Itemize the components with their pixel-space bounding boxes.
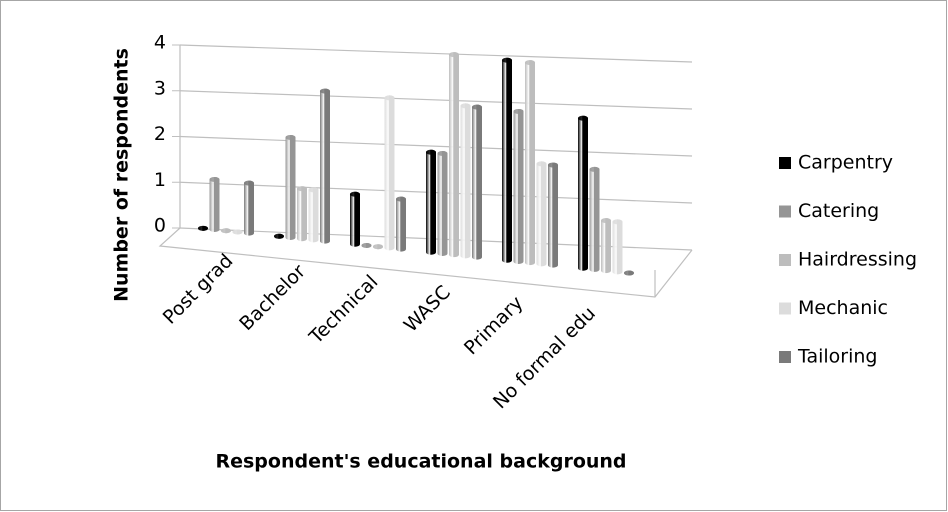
bar-top	[536, 161, 547, 167]
y-tick-label: 3	[154, 77, 166, 99]
bar	[513, 108, 524, 264]
grid-line	[179, 44, 693, 63]
bar	[285, 135, 296, 241]
grid-line	[179, 90, 693, 110]
bar-top	[361, 242, 372, 248]
bar-top	[297, 186, 307, 192]
bar	[437, 150, 448, 256]
bar	[460, 103, 471, 259]
legend-swatch	[779, 205, 791, 218]
legend-label: Mechanic	[798, 297, 888, 319]
bar-top	[437, 150, 448, 156]
legend-label: Catering	[798, 200, 879, 222]
bar	[209, 177, 220, 233]
bar-top	[548, 162, 558, 168]
bar	[449, 52, 459, 258]
bar	[612, 219, 623, 275]
bar-top	[209, 177, 220, 183]
bar	[350, 191, 360, 247]
bar-top	[624, 270, 634, 276]
bar-top	[373, 244, 383, 250]
legend-label: Carpentry	[798, 152, 893, 174]
bar-top	[612, 219, 623, 225]
bar	[548, 162, 558, 268]
y-tick-label: 1	[154, 169, 166, 191]
bar	[320, 88, 330, 244]
bar-top	[449, 52, 459, 58]
y-axis-title: Number of respondents	[111, 48, 133, 302]
bar-top	[221, 228, 231, 234]
bar-top	[232, 229, 243, 235]
bar-top	[285, 135, 296, 141]
bar	[396, 196, 406, 252]
x-axis-title: Respondent's educational background	[215, 451, 626, 473]
bar-top	[525, 60, 535, 66]
bar	[472, 104, 482, 260]
bar	[297, 186, 307, 242]
y-tick-label: 4	[154, 32, 166, 54]
bar	[578, 115, 588, 271]
bar	[589, 166, 600, 272]
legend-swatch	[779, 351, 791, 363]
legend-label: Tailoring	[797, 346, 877, 368]
grid-line	[179, 135, 693, 157]
bar-top	[396, 196, 406, 202]
bar-top	[513, 108, 524, 114]
bar-top	[502, 57, 512, 63]
bar	[502, 57, 512, 263]
bar-top	[589, 166, 600, 172]
bar-top	[274, 233, 284, 239]
bar	[426, 149, 436, 255]
bar	[525, 60, 535, 266]
legend-swatch	[779, 254, 791, 266]
legend-swatch	[779, 157, 791, 169]
legend-label: Hairdressing	[798, 249, 917, 271]
bar-top	[578, 115, 588, 121]
bar-top	[244, 180, 254, 186]
bar-top	[601, 218, 611, 224]
bar-top	[472, 104, 482, 110]
bar	[244, 180, 254, 236]
legend-swatch	[779, 302, 791, 315]
bar-top	[308, 187, 319, 193]
bar	[536, 161, 547, 267]
bar-top	[384, 95, 395, 101]
bar	[308, 187, 319, 243]
y-tick-label: 2	[154, 123, 166, 145]
bar-top	[460, 103, 471, 109]
bar-top	[426, 149, 436, 155]
bar	[601, 218, 611, 274]
y-tick-label: 0	[154, 215, 166, 237]
floor-edge	[158, 227, 693, 298]
bar-top	[320, 88, 330, 94]
bar-top	[198, 225, 208, 231]
bar-top	[350, 191, 360, 197]
bar	[384, 95, 395, 251]
